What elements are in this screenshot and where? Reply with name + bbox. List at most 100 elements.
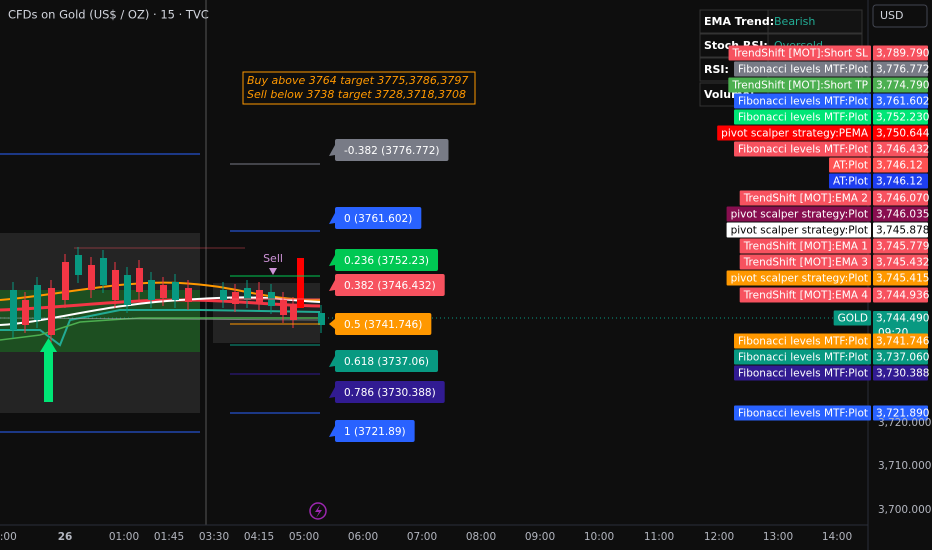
time-tick: 03:30 bbox=[199, 531, 229, 543]
price-value-box bbox=[873, 365, 928, 381]
fib-pointer bbox=[329, 319, 335, 329]
price-tick: 3,700.000 bbox=[878, 504, 931, 516]
time-tick: 14:00 bbox=[822, 531, 852, 543]
candle-body bbox=[244, 288, 251, 300]
fib-box bbox=[335, 249, 439, 271]
price-name-box bbox=[739, 190, 871, 206]
price-name: Fibonacci levels MTF:Plot bbox=[738, 408, 868, 420]
fib-box bbox=[335, 313, 432, 335]
annotation-line: Sell below 3738 target 3728,3718,3708 bbox=[247, 88, 466, 101]
price-value: 3,741.746 bbox=[876, 336, 930, 348]
price-value-box bbox=[873, 125, 928, 141]
price-name: TrendShift [MOT]:EMA 1 bbox=[743, 241, 868, 253]
candle-body bbox=[22, 300, 29, 325]
fib-pointer bbox=[329, 387, 335, 398]
table-cell bbox=[767, 9, 863, 34]
fib-label: 0.618 (3737.06) bbox=[344, 356, 429, 368]
time-tick: 01:45 bbox=[154, 531, 184, 543]
fib-labels: -0.382 (3776.772) 0 (3761.602) 0.236 (3752… bbox=[230, 139, 449, 442]
currency-button[interactable] bbox=[872, 4, 928, 28]
price-value-box bbox=[873, 173, 928, 189]
fib-label: 0.5 (3741.746) bbox=[344, 319, 422, 331]
fib-pointer bbox=[329, 426, 335, 437]
price-labels: 3,789.790 TrendShift [MOT]:Short SL 3,776.… bbox=[717, 45, 930, 421]
price-name-box bbox=[829, 173, 871, 189]
price-name: pivot scalper strategy:PEMA bbox=[721, 128, 869, 140]
fib-box bbox=[335, 207, 422, 229]
time-tick: 07:00 bbox=[407, 531, 437, 543]
price-value-box bbox=[873, 222, 928, 238]
price-name: Fibonacci levels MTF:Plot bbox=[738, 112, 868, 124]
price-name: pivot scalper strategy:Plot bbox=[731, 225, 868, 237]
table-value: Bearish bbox=[774, 15, 815, 28]
time-tick: 08:00 bbox=[466, 531, 496, 543]
fib-label: 0.382 (3746.432) bbox=[344, 280, 436, 292]
fib-label: 0.236 (3752.23) bbox=[344, 255, 429, 267]
price-value-box bbox=[873, 190, 928, 206]
price-name: pivot scalper strategy:Plot bbox=[731, 273, 868, 285]
price-name-box bbox=[734, 349, 871, 365]
fib-label: 0 (3761.602) bbox=[344, 213, 412, 225]
candle-body bbox=[124, 275, 131, 305]
price-value-box bbox=[873, 333, 928, 349]
price-name: Fibonacci levels MTF:Plot bbox=[738, 64, 868, 76]
candles bbox=[10, 247, 325, 343]
price-value: 3,746.035 bbox=[876, 209, 929, 221]
price-value: 3,776.772 bbox=[876, 64, 929, 76]
price-value-box bbox=[873, 270, 928, 286]
currency-label: USD bbox=[880, 9, 904, 22]
time-tick: 04:15 bbox=[244, 531, 274, 543]
price-value: 3,721.890 bbox=[876, 408, 929, 420]
annotation-box bbox=[242, 71, 476, 105]
price-value: 3,746.070 bbox=[876, 193, 929, 205]
price-name: TrendShift [MOT]:EMA 3 bbox=[743, 257, 868, 269]
time-tick: 09:00 bbox=[525, 531, 555, 543]
fib-pointer bbox=[329, 356, 335, 367]
price-value-box bbox=[873, 141, 928, 157]
price-name: AT:Plot bbox=[833, 176, 868, 188]
price-value: 3,745.779 bbox=[876, 241, 929, 253]
price-value-box bbox=[873, 77, 928, 93]
price-tick: 3,720.000 bbox=[878, 417, 931, 429]
price-name: pivot scalper strategy:Plot bbox=[731, 209, 868, 221]
candle-body bbox=[280, 300, 287, 315]
price-name-box bbox=[734, 405, 871, 421]
fib-label: -0.382 (3776.772) bbox=[344, 145, 439, 157]
price-value: 3,761.602 bbox=[876, 96, 929, 108]
price-value: 3,752.230 bbox=[876, 112, 929, 124]
fib-box bbox=[335, 381, 445, 403]
price-name: TrendShift [MOT]:Short SL bbox=[732, 48, 869, 60]
candle-body bbox=[148, 280, 155, 300]
time-tick: 05:00 bbox=[289, 531, 319, 543]
candle-body bbox=[34, 285, 41, 320]
fib-label: 0.786 (3730.388) bbox=[344, 387, 436, 399]
trend-line bbox=[0, 309, 321, 347]
price-name-box bbox=[734, 93, 871, 109]
time-tick: 26 bbox=[58, 531, 73, 543]
price-name: GOLD bbox=[838, 313, 868, 325]
buy-arrow bbox=[40, 338, 57, 352]
price-tick: 3,710.000 bbox=[878, 460, 931, 472]
time-tick: 01:00 bbox=[109, 531, 139, 543]
fib-label: 1 (3721.89) bbox=[344, 426, 406, 438]
candle-body bbox=[136, 268, 143, 292]
price-name-box bbox=[726, 222, 871, 238]
table-label: RSI: bbox=[704, 63, 729, 76]
price-name-box bbox=[728, 77, 871, 93]
price-name-box bbox=[734, 109, 871, 125]
price-value: 3,737.060 bbox=[876, 352, 929, 364]
price-value-box bbox=[873, 61, 928, 77]
candle-body bbox=[10, 290, 17, 330]
price-value: 3,730.388 bbox=[876, 368, 929, 380]
price-value-box bbox=[873, 405, 928, 421]
event-icon[interactable] bbox=[309, 502, 327, 520]
price-value: 3,789.790 bbox=[876, 48, 929, 60]
sell-marker bbox=[269, 268, 277, 275]
price-value-box bbox=[873, 157, 928, 173]
price-name-box bbox=[726, 270, 871, 286]
candle-body bbox=[75, 255, 82, 275]
price-name: TrendShift [MOT]:EMA 4 bbox=[743, 290, 869, 302]
candle-body bbox=[160, 285, 167, 298]
price-value-box bbox=[873, 287, 928, 303]
